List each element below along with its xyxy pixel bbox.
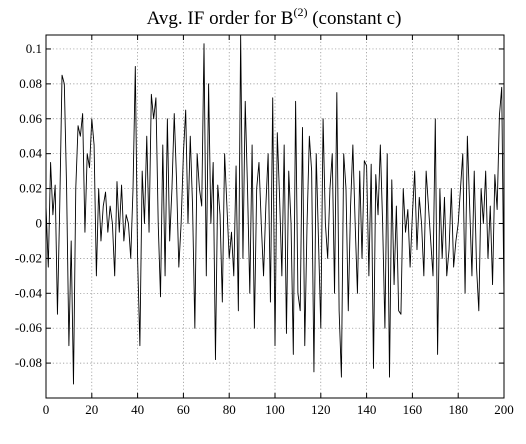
y-tick-label: 0 bbox=[36, 215, 43, 230]
x-tick-label: 80 bbox=[223, 402, 236, 417]
chart-title: Avg. IF order for B(2) (constant c) bbox=[147, 5, 402, 29]
data-series-line bbox=[45, 34, 505, 385]
y-tick-label: 0.06 bbox=[19, 111, 42, 126]
x-tick-label: 200 bbox=[494, 402, 514, 417]
x-tick-label: 60 bbox=[177, 402, 190, 417]
y-tick-label: -0.04 bbox=[15, 285, 43, 300]
x-tick-label: 20 bbox=[85, 402, 98, 417]
y-tick-label: 0.02 bbox=[19, 181, 42, 196]
x-tick-label: 40 bbox=[131, 402, 144, 417]
x-tick-label: 0 bbox=[43, 402, 50, 417]
y-tick-label: -0.06 bbox=[15, 320, 43, 335]
y-tick-label: 0.1 bbox=[26, 41, 42, 56]
x-tick-label: 180 bbox=[448, 402, 468, 417]
x-tick-label: 140 bbox=[357, 402, 377, 417]
y-tick-label: -0.08 bbox=[15, 355, 42, 370]
y-tick-label: 0.08 bbox=[19, 76, 42, 91]
chart-title-main: Avg. IF order for B bbox=[147, 8, 294, 29]
grid-lines bbox=[46, 35, 504, 398]
chart-title-suffix: (constant c) bbox=[307, 8, 401, 29]
axis-ticks bbox=[45, 35, 505, 398]
chart-title-superscript: (2) bbox=[293, 5, 307, 19]
x-tick-label: 100 bbox=[265, 402, 285, 417]
x-tick-label: 120 bbox=[311, 402, 331, 417]
series-group bbox=[45, 34, 505, 385]
y-axis-tick-labels: -0.08 -0.06 -0.04 -0.02 0 0.02 0.04 0.06 0.08 0.1 bbox=[15, 41, 43, 370]
y-tick-label: -0.02 bbox=[15, 250, 42, 265]
y-tick-label: 0.04 bbox=[19, 146, 42, 161]
x-axis-tick-labels: 0 20 40 60 80 100 120 140 160 180 200 bbox=[43, 402, 514, 417]
x-tick-label: 160 bbox=[403, 402, 423, 417]
